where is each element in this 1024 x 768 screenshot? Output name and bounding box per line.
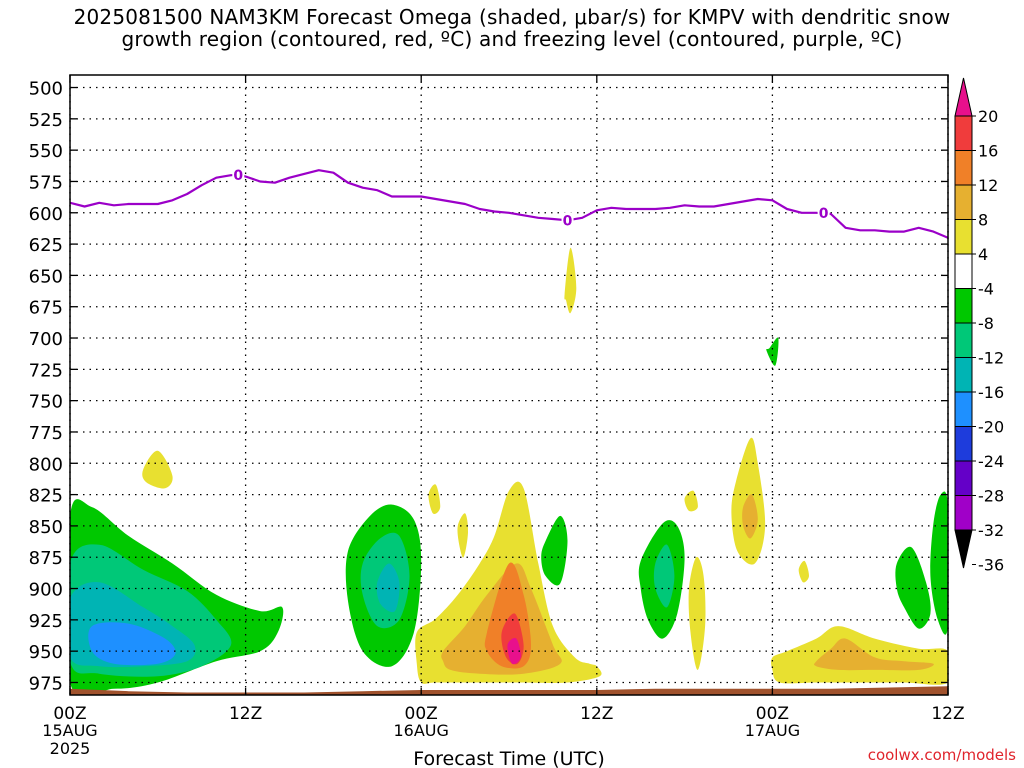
- colorbar-band: [954, 391, 973, 427]
- y-tick-label: 625: [29, 235, 63, 256]
- x-tick-date: 16AUG: [393, 721, 448, 740]
- omega-region: [895, 546, 931, 629]
- y-axis-ticks: 500 525 550 575 600 625 650 675 700 725 750 775 800 8…: [29, 79, 948, 694]
- colorbar-band: [954, 253, 973, 289]
- contour-label-bg: [817, 204, 830, 221]
- y-tick-label: 975: [29, 673, 63, 694]
- omega-region: [457, 513, 469, 558]
- x-axis-label: Forecast Time (UTC): [413, 748, 604, 768]
- colorbar-top-arrow: [954, 77, 973, 117]
- colorbar-band: [954, 184, 973, 220]
- colorbar-band: [954, 219, 973, 255]
- y-tick-label: 825: [29, 486, 63, 507]
- colorbar-band: [954, 495, 973, 531]
- x-tick-label: 00Z: [756, 704, 789, 724]
- y-tick-label: 875: [29, 548, 63, 569]
- colorbar-label: -28: [978, 487, 1004, 506]
- credit-text: coolwx.com/models: [868, 746, 1016, 764]
- contour-label-bg: [561, 212, 574, 229]
- ground-profile: [70, 686, 948, 695]
- chart-title-line2: growth region (contoured, red, ºC) and f…: [121, 27, 903, 51]
- omega-region: [742, 494, 758, 539]
- colorbar-label: -16: [978, 383, 1004, 402]
- x-tick-date: 17AUG: [745, 721, 800, 740]
- colorbar-band: [954, 357, 973, 393]
- freezing-contour-label: 0: [563, 213, 573, 229]
- y-tick-label: 550: [29, 141, 63, 162]
- x-tick-label: 12Z: [229, 704, 262, 724]
- colorbar-label: -20: [978, 418, 1004, 437]
- x-tick-date: 15AUG: [42, 721, 97, 740]
- omega-region: [541, 515, 568, 586]
- y-tick-label: 650: [29, 266, 63, 287]
- colorbar-bottom-arrow: [954, 529, 973, 569]
- y-tick-label: 675: [29, 298, 63, 319]
- omega-region: [88, 622, 176, 666]
- chart-title-line1: 2025081500 NAM3KM Forecast Omega (shaded…: [73, 5, 951, 29]
- omega-region: [428, 484, 441, 515]
- x-tick-label: 12Z: [580, 704, 613, 724]
- colorbar-band: [954, 460, 973, 496]
- omega-region: [564, 247, 577, 314]
- y-tick-label: 500: [29, 79, 63, 100]
- omega-shading: [70, 247, 948, 695]
- y-tick-label: 775: [29, 423, 63, 444]
- colorbar-label: -32: [978, 521, 1004, 540]
- colorbar-label: -36: [978, 556, 1004, 575]
- colorbar-band: [954, 322, 973, 358]
- colorbar-band: [954, 426, 973, 462]
- freezing-level-line: [70, 169, 948, 239]
- omega-region: [688, 556, 706, 670]
- x-tick-year: 2025: [50, 739, 91, 758]
- y-tick-label: 750: [29, 392, 63, 413]
- colorbar-band: [954, 288, 973, 324]
- colorbar-label: 12: [978, 176, 998, 195]
- y-tick-label: 700: [29, 329, 63, 350]
- omega-region: [930, 491, 948, 635]
- y-tick-label: 800: [29, 454, 63, 475]
- y-tick-label: 575: [29, 172, 63, 193]
- y-tick-label: 850: [29, 517, 63, 538]
- contour-label-bg: [232, 167, 245, 184]
- omega-region: [142, 450, 173, 489]
- omega-region: [376, 563, 400, 613]
- colorbar-band: [954, 115, 973, 151]
- freezing-contour-label: 0: [233, 168, 243, 184]
- omega-region: [684, 490, 698, 512]
- y-tick-label: 525: [29, 110, 63, 131]
- x-tick-label: 12Z: [931, 704, 964, 724]
- ground-fill: [70, 686, 948, 695]
- freezing-contour-label: 0: [819, 206, 829, 222]
- x-tick-label: 00Z: [53, 704, 86, 724]
- omega-region: [813, 638, 934, 671]
- plot-frame: [69, 74, 949, 696]
- y-tick-label: 600: [29, 204, 63, 225]
- y-tick-label: 900: [29, 580, 63, 601]
- colorbar-label: 8: [978, 211, 988, 230]
- omega-region: [766, 337, 779, 366]
- colorbar-label: -24: [978, 452, 1004, 471]
- omega-region: [798, 560, 810, 583]
- omega-region: [653, 544, 675, 608]
- omega-region: [507, 638, 521, 665]
- y-tick-label: 950: [29, 642, 63, 663]
- y-tick-label: 725: [29, 360, 63, 381]
- colorbar-label: 4: [978, 245, 988, 264]
- colorbar-label: 20: [978, 107, 998, 126]
- colorbar: 20 16 12 8 4 -4 -8 -12 -16 -20 -24 -28 -32 -36: [954, 77, 1004, 575]
- freezing-level-contour: 0 0 0: [70, 167, 948, 239]
- colorbar-label: -12: [978, 349, 1004, 368]
- colorbar-label: 16: [978, 142, 998, 161]
- colorbar-band: [954, 150, 973, 186]
- colorbar-label: -4: [978, 280, 994, 299]
- colorbar-label: -8: [978, 314, 994, 333]
- y-tick-label: 925: [29, 611, 63, 632]
- x-tick-label: 00Z: [405, 704, 438, 724]
